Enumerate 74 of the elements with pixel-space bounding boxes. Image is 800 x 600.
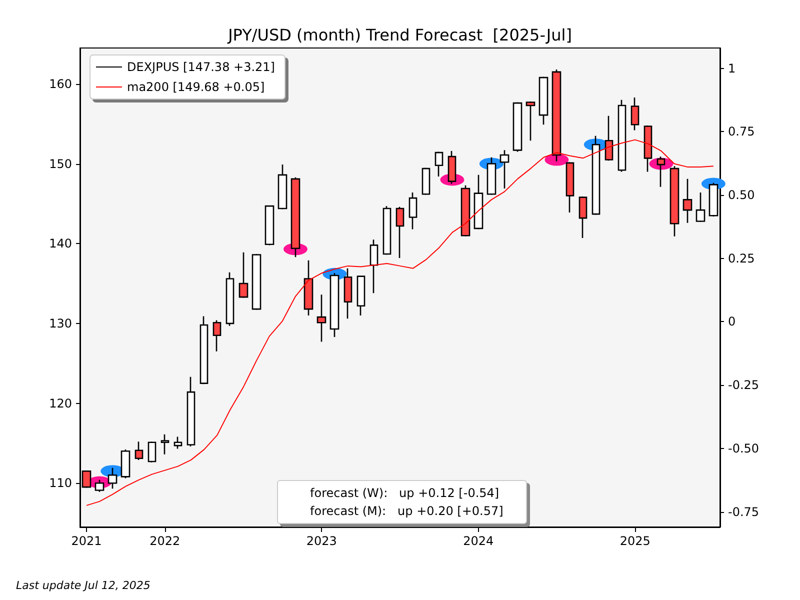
candlestick (396, 206, 404, 259)
candlestick (526, 100, 536, 142)
candlestick (670, 166, 680, 238)
candlestick (422, 167, 430, 196)
candlestick (186, 376, 196, 448)
x-tick-label: 2024 (463, 534, 494, 548)
y-tick-label: 160 (49, 76, 72, 91)
candlestick (356, 276, 366, 316)
candlestick (200, 316, 208, 385)
x-tick-label: 2025 (620, 534, 650, 548)
candlestick (278, 164, 288, 210)
y2-tick-label: 0.50 (728, 188, 755, 202)
candlestick (382, 205, 392, 256)
annotation: forecast (W): up +0.12 [-0.54] (310, 485, 500, 502)
y2-tick-label: 1 (728, 61, 736, 76)
candlestick (460, 184, 470, 238)
candlestick (552, 68, 562, 162)
line-series (86, 139, 714, 506)
candlestick (238, 252, 248, 299)
candlestick (566, 162, 574, 214)
y2-tick-label: 0 (728, 314, 736, 329)
candlestick (644, 124, 652, 172)
candlestick (94, 479, 104, 493)
candlestick (592, 135, 600, 216)
candlestick (264, 205, 274, 246)
annotation: forecast (M): up +0.20 [+0.57] (310, 503, 504, 520)
y-tick-label: 130 (49, 316, 72, 330)
candlestick (252, 253, 262, 311)
candlestick (226, 272, 234, 326)
candlestick (486, 156, 496, 196)
y2-tick-label: 0.25 (728, 251, 755, 266)
y-tick-label: 110 (49, 476, 72, 490)
candlestick (604, 115, 614, 162)
candlestick (696, 192, 706, 223)
candlestick (512, 102, 522, 152)
candlestick (134, 440, 144, 461)
y2-tick-label: -0.25 (728, 378, 760, 392)
candlestick (618, 99, 626, 172)
candlestick (682, 178, 692, 224)
candlestick (174, 436, 182, 450)
candlestick (408, 192, 418, 230)
candlestick (290, 176, 300, 258)
candlestick (160, 434, 170, 455)
candlestick (212, 320, 222, 352)
legend-label: ma200 [149.68 +0.05] (127, 80, 265, 94)
candlestick (304, 260, 314, 316)
y2-tick-label: -0.50 (728, 441, 760, 456)
candlestick (656, 156, 666, 188)
legend-label: DEXJPUS [147.38 +3.21] (127, 60, 275, 74)
y2-tick-label: -0.75 (728, 504, 760, 519)
candlestick (578, 196, 588, 239)
candlestick (344, 268, 352, 320)
candlestick (120, 448, 130, 479)
candlestick (448, 150, 456, 184)
text: Last update Jul 12, 2025 (16, 579, 150, 592)
x-tick-label: 2022 (150, 534, 180, 548)
forecast-text-box: forecast (W): up +0.12 [-0.54] forecast (M): up +0.20 [+0.57] (277, 480, 527, 524)
x-tick-label: 2021 (71, 534, 102, 548)
y-tick-label: 140 (49, 236, 72, 251)
candlestick (108, 467, 118, 490)
candlestick (316, 294, 326, 342)
chart-title: JPY/USD (month) Trend Forecast [2025-Jul] (227, 26, 572, 44)
y2-tick-label: 0.75 (728, 124, 755, 139)
candlestick (370, 238, 378, 294)
y-tick-label: 150 (49, 156, 72, 171)
candlestick (630, 96, 640, 131)
candlestick (148, 440, 156, 463)
candlestick (434, 151, 444, 178)
y-tick-label: 120 (49, 396, 72, 410)
candlestick (500, 150, 510, 190)
x-tick-label: 2023 (306, 534, 337, 548)
candlestick (538, 76, 548, 126)
candlestick (474, 174, 484, 230)
candlestick (330, 272, 340, 338)
